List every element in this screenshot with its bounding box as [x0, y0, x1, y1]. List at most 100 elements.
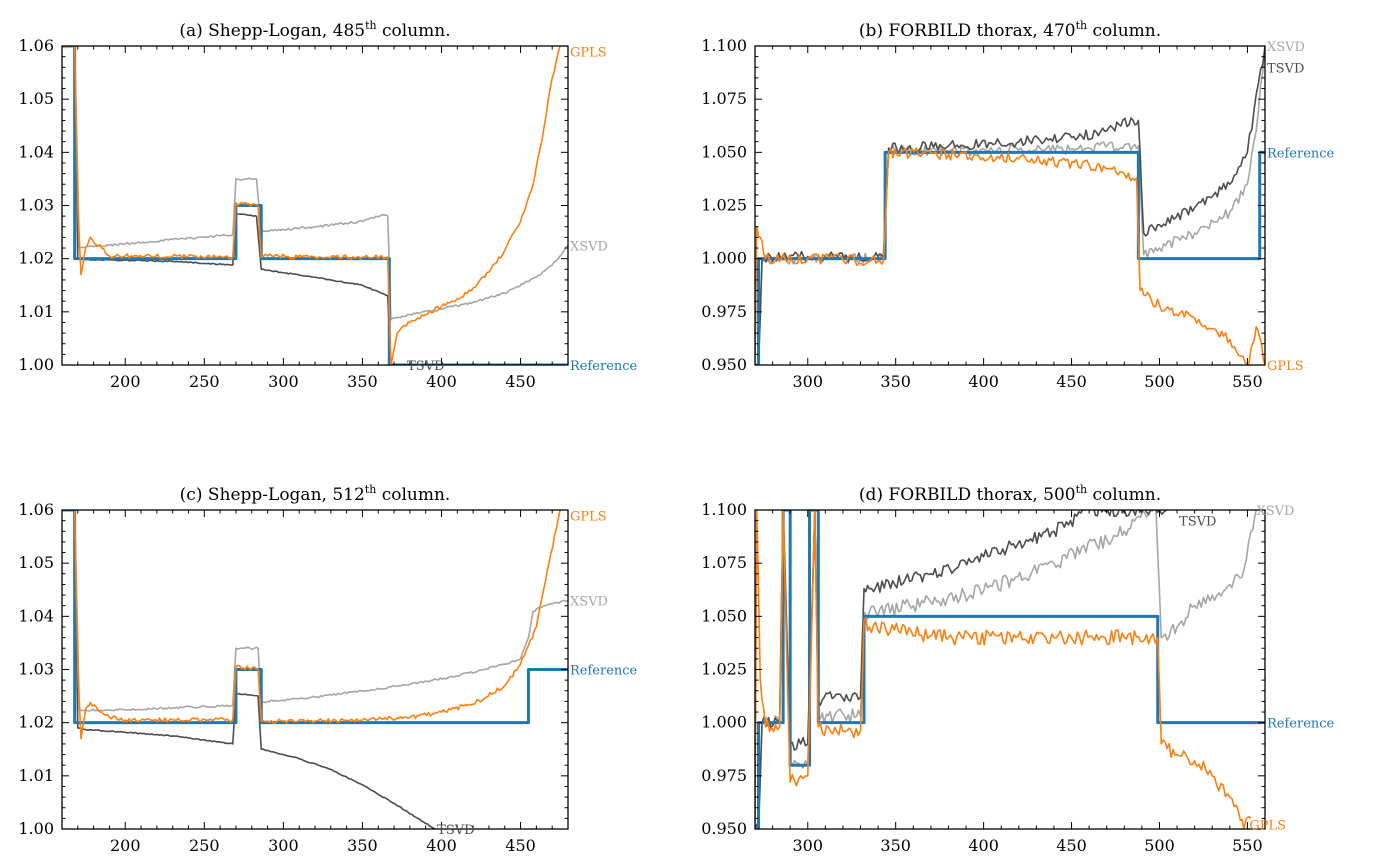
y-tick-label: 1.075	[701, 553, 747, 572]
chart-title-sup: th	[365, 483, 377, 496]
x-tick-label: 250	[189, 836, 220, 855]
y-tick-label: 1.075	[701, 89, 747, 108]
axes-frame	[61, 509, 569, 830]
chart-title-end: column.	[1087, 485, 1161, 505]
series-label-tsvd: TSVD	[1267, 61, 1304, 76]
series-line-gpls	[62, 46, 561, 365]
x-tick-label: 550	[1232, 836, 1263, 855]
series-group	[62, 46, 568, 365]
chart-title-main: (b) FORBILD thorax, 470	[859, 21, 1076, 41]
y-tick-label: 0.950	[701, 355, 747, 374]
chart-title-end: column.	[1087, 21, 1161, 41]
x-tick-label: 450	[1056, 372, 1087, 391]
series-group	[755, 46, 1265, 365]
y-tick-label: 1.050	[701, 606, 747, 625]
chart-title-main: (c) Shepp-Logan, 512	[180, 485, 365, 505]
chart-title: (a) Shepp-Logan, 485th column.	[179, 19, 450, 41]
x-tick-label: 450	[505, 836, 536, 855]
y-tick-label: 1.06	[18, 500, 54, 519]
series-label-xsvd: XSVD	[1267, 40, 1305, 55]
series-label-gpls: GPLS	[1249, 819, 1286, 834]
chart-panel-3: (c) Shepp-Logan, 512th column. 200 250 300 3…	[18, 483, 637, 855]
y-tick-label: 1.01	[18, 302, 54, 321]
series-label-reference: Reference	[570, 359, 638, 374]
series-label-reference: Reference	[570, 664, 638, 679]
y-tick-label: 1.01	[18, 766, 54, 785]
chart-panel-4: (d) FORBILD thorax, 500th column. 300 350 4…	[701, 483, 1334, 855]
x-tick-label: 350	[880, 372, 911, 391]
chart-title-sup: th	[1076, 483, 1088, 496]
series-line-reference	[62, 510, 568, 725]
y-tick-label: 1.00	[18, 819, 54, 838]
x-tick-label: 350	[880, 836, 911, 855]
y-tick-label: 1.025	[701, 196, 747, 215]
axes-frame	[754, 509, 1266, 830]
series-line-gpls	[755, 510, 1252, 829]
series-line-gpls	[755, 147, 1265, 365]
y-tick-label: 1.02	[18, 713, 54, 732]
series-line-gpls	[62, 510, 561, 740]
x-tick-label: 300	[268, 836, 299, 855]
series-line-reference	[755, 510, 1265, 829]
chart-panel-1: (a) Shepp-Logan, 485th column. 200 250 300 3…	[18, 19, 637, 391]
series-label-tsvd: TSVD	[407, 359, 444, 374]
y-tick-label: 1.04	[18, 142, 54, 161]
y-tick-label: 1.100	[701, 500, 747, 519]
x-tick-label: 200	[110, 836, 141, 855]
series-line-xsvd	[755, 510, 1257, 829]
chart-panel-2: (b) FORBILD thorax, 470th column. 300 350 4…	[701, 19, 1334, 391]
x-tick-label: 300	[792, 836, 823, 855]
y-tick-label: 1.04	[18, 606, 54, 625]
x-tick-label: 400	[968, 372, 999, 391]
chart-title-end: column.	[376, 485, 450, 505]
series-line-xsvd	[62, 46, 568, 321]
chart-title: (c) Shepp-Logan, 512th column.	[180, 483, 451, 505]
y-tick-label: 0.975	[701, 302, 747, 321]
x-tick-label: 450	[505, 372, 536, 391]
series-label-gpls: GPLS	[1267, 359, 1304, 374]
x-tick-label: 500	[1144, 836, 1175, 855]
x-tick-label: 500	[1144, 372, 1175, 391]
series-label-reference: Reference	[1267, 717, 1335, 732]
chart-title-sup: th	[1076, 19, 1088, 32]
series-line-tsvd	[755, 46, 1265, 365]
series-line-tsvd	[62, 46, 392, 365]
series-line-reference	[755, 150, 1265, 365]
x-tick-label: 550	[1232, 372, 1263, 391]
series-label-xsvd: XSVD	[1256, 504, 1294, 519]
series-group	[755, 510, 1265, 829]
series-label-xsvd: XSVD	[570, 594, 608, 609]
series-line-tsvd	[62, 510, 436, 829]
chart-title: (d) FORBILD thorax, 500th column.	[859, 483, 1161, 505]
y-tick-label: 1.000	[701, 713, 747, 732]
y-tick-label: 1.000	[701, 249, 747, 268]
series-label-tsvd: TSVD	[1179, 515, 1216, 530]
series-group	[62, 510, 568, 829]
y-tick-label: 1.05	[18, 89, 54, 108]
chart-title-main: (a) Shepp-Logan, 485	[179, 21, 365, 41]
chart-title-end: column.	[377, 21, 451, 41]
series-label-gpls: GPLS	[570, 509, 607, 524]
series-line-xsvd	[62, 510, 568, 712]
y-tick-label: 1.06	[18, 36, 54, 55]
y-tick-label: 1.00	[18, 355, 54, 374]
y-tick-label: 1.03	[18, 196, 54, 215]
x-tick-label: 400	[426, 372, 457, 391]
y-tick-label: 1.100	[701, 36, 747, 55]
x-tick-label: 350	[347, 836, 378, 855]
x-tick-label: 300	[268, 372, 299, 391]
x-tick-label: 350	[347, 372, 378, 391]
x-tick-label: 200	[110, 372, 141, 391]
y-tick-label: 1.03	[18, 660, 54, 679]
series-label-gpls: GPLS	[570, 45, 607, 60]
x-tick-label: 300	[792, 372, 823, 391]
chart-title: (b) FORBILD thorax, 470th column.	[859, 19, 1161, 41]
y-tick-label: 0.975	[701, 766, 747, 785]
x-tick-label: 400	[968, 836, 999, 855]
x-tick-label: 450	[1056, 836, 1087, 855]
series-label-tsvd: TSVD	[437, 823, 474, 838]
y-tick-label: 1.050	[701, 142, 747, 161]
y-tick-label: 0.950	[701, 819, 747, 838]
y-tick-label: 1.025	[701, 660, 747, 679]
